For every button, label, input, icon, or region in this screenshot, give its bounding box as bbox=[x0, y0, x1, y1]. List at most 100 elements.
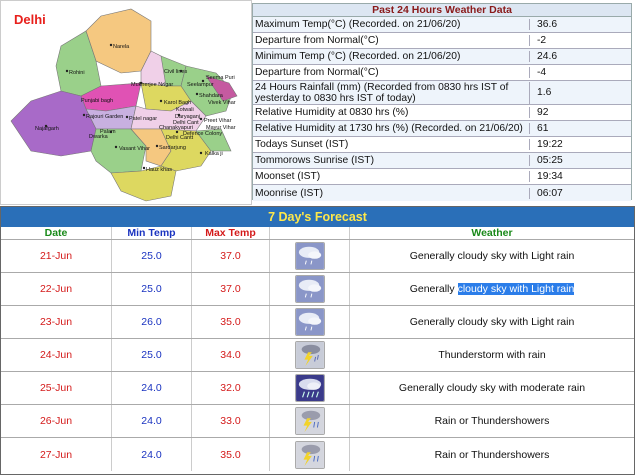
cloudy-light-rain-icon bbox=[294, 275, 325, 303]
weather-text: Generally bbox=[409, 283, 458, 295]
forecast-min-temp: 24.0 bbox=[112, 405, 192, 437]
weather-label: Relative Humidity at 0830 hrs (%) bbox=[253, 107, 530, 118]
map-label: Rohini bbox=[69, 70, 85, 76]
forecast-row: 27-Jun 24.0 35.0 Rain or Thundershowers bbox=[1, 438, 634, 471]
weather-label: Relative Humidity at 1730 hrs (%) (Recor… bbox=[253, 123, 530, 134]
forecast-row: 26-Jun 24.0 33.0 Rain or Thundershowers bbox=[1, 405, 634, 438]
forecast-title: 7 Day's Forecast bbox=[1, 207, 634, 227]
weather-label: Departure from Normal(°C) bbox=[253, 35, 530, 46]
weather-row-rainfall: 24 Hours Rainfall (mm) (Recorded from 08… bbox=[253, 81, 631, 105]
forecast-max-temp: 33.0 bbox=[192, 405, 270, 437]
map-label: Kalka ji bbox=[205, 151, 223, 157]
forecast-weather: Thunderstorm with rain bbox=[438, 349, 546, 361]
forecast-date: 24-Jun bbox=[1, 339, 112, 371]
forecast-weather: Generally cloudy sky with Light rain bbox=[350, 273, 634, 305]
map-label: Delhi Cant bbox=[173, 120, 199, 126]
map-region-southeast bbox=[195, 128, 232, 152]
weather-value: 06:07 bbox=[537, 187, 563, 199]
weather-value: -2 bbox=[537, 35, 547, 46]
weather-row-sunset: Todays Sunset (IST) 19:22 bbox=[253, 137, 631, 153]
weather-label: Tommorows Sunrise (IST) bbox=[253, 155, 530, 166]
cloudy-light-rain-icon bbox=[294, 242, 325, 270]
map-label: Mukherjee Nagar bbox=[131, 82, 173, 88]
weather-value: 1.6 bbox=[537, 87, 552, 98]
forecast-max-temp: 37.0 bbox=[192, 273, 270, 305]
weather-row-min-temp: Minimum Temp (°C) (Recorded. on 21/06/20… bbox=[253, 49, 631, 65]
map-label: Preet Vihar bbox=[204, 118, 232, 124]
weather-row-moonrise: Moonrise (IST) 06:07 bbox=[253, 185, 631, 201]
forecast-max-temp: 37.0 bbox=[192, 240, 270, 272]
weather-value: 19:34 bbox=[537, 171, 563, 182]
map-label: Vasant Vihar bbox=[119, 146, 150, 152]
forecast-max-temp: 32.0 bbox=[192, 372, 270, 404]
thundershowers-icon bbox=[294, 440, 325, 469]
map-label: Sardarjung bbox=[159, 145, 186, 151]
weather-label: 24 Hours Rainfall (mm) (Recorded from 08… bbox=[253, 81, 530, 104]
thundershowers-icon bbox=[294, 407, 325, 435]
weather-label: Moonrise (IST) bbox=[253, 187, 530, 199]
seven-day-forecast-table: 7 Day's Forecast Date Min Temp Max Temp … bbox=[0, 206, 635, 475]
weather-label: Maximum Temp(°C) (Recorded. on 21/06/20) bbox=[253, 19, 530, 30]
forecast-min-temp: 25.0 bbox=[112, 273, 192, 305]
thunderstorm-icon bbox=[294, 341, 325, 369]
past-24h-weather-table: Past 24 Hours Weather Data Maximum Temp(… bbox=[252, 3, 632, 201]
weather-value: -4 bbox=[537, 67, 547, 78]
forecast-date: 21-Jun bbox=[1, 240, 112, 272]
map-label: Chanakyapuri bbox=[159, 125, 193, 131]
header-icon bbox=[270, 227, 350, 239]
weather-label: Minimum Temp (°C) (Recorded. on 21/06/20… bbox=[253, 51, 530, 62]
map-label: Seelampur bbox=[187, 82, 214, 88]
map-label: Patel nagar bbox=[129, 116, 157, 122]
weather-label: Moonset (IST) bbox=[253, 171, 530, 182]
map-label: Rajouri Garden bbox=[86, 114, 123, 120]
weather-value: 05:25 bbox=[537, 155, 563, 166]
map-label: Kotwali bbox=[176, 107, 194, 113]
map-label: Punjabi bagh bbox=[81, 98, 113, 104]
forecast-min-temp: 26.0 bbox=[112, 306, 192, 338]
selected-text[interactable]: cloudy sky with Light rain bbox=[457, 283, 575, 295]
forecast-weather: Rain or Thundershowers bbox=[434, 448, 550, 461]
delhi-map-panel: Narela Rohini Mukherjee Nagar Civil line… bbox=[0, 0, 252, 205]
cloudy-light-rain-icon bbox=[294, 308, 325, 336]
map-label: Delhi Cantt bbox=[166, 135, 194, 141]
forecast-date: 26-Jun bbox=[1, 405, 112, 437]
weather-value: 36.6 bbox=[537, 19, 558, 30]
forecast-max-temp: 35.0 bbox=[192, 306, 270, 338]
forecast-row: 25-Jun 24.0 32.0 Generally cloudy sky wi… bbox=[1, 372, 634, 405]
map-label: Daryaganj bbox=[175, 114, 200, 120]
weather-row-departure-min: Departure from Normal(°C) -4 bbox=[253, 65, 631, 81]
forecast-row: 22-Jun 25.0 37.0 Generally cloudy sky wi… bbox=[1, 273, 634, 306]
forecast-max-temp: 35.0 bbox=[192, 438, 270, 471]
map-label: Seema Puri bbox=[206, 75, 235, 81]
map-label: Mayur Vihar bbox=[206, 125, 236, 131]
weather-value: 24.6 bbox=[537, 51, 558, 62]
map-label: Shahdara bbox=[199, 93, 224, 99]
header-date: Date bbox=[1, 227, 112, 239]
weather-row-max-temp: Maximum Temp(°C) (Recorded. on 21/06/20)… bbox=[253, 17, 631, 33]
forecast-weather: Generally cloudy sky with Light rain bbox=[409, 250, 575, 262]
weather-row-moonset: Moonset (IST) 19:34 bbox=[253, 169, 631, 185]
forecast-row: 23-Jun 26.0 35.0 Generally cloudy sky wi… bbox=[1, 306, 634, 339]
weather-label: Departure from Normal(°C) bbox=[253, 67, 530, 78]
forecast-weather: Generally cloudy sky with moderate rain bbox=[398, 382, 586, 394]
map-label: Hauz khas bbox=[146, 167, 172, 173]
map-title: Delhi bbox=[14, 12, 46, 27]
map-label: Narela bbox=[113, 44, 130, 50]
forecast-header-row: Date Min Temp Max Temp Weather bbox=[1, 227, 634, 240]
forecast-date: 25-Jun bbox=[1, 372, 112, 404]
forecast-min-temp: 24.0 bbox=[112, 438, 192, 471]
map-region-south-far bbox=[110, 165, 177, 202]
weather-label: Todays Sunset (IST) bbox=[253, 139, 530, 150]
forecast-row: 21-Jun 25.0 37.0 Generally cloudy sky wi… bbox=[1, 240, 634, 273]
forecast-date: 23-Jun bbox=[1, 306, 112, 338]
top-section: Narela Rohini Mukherjee Nagar Civil line… bbox=[0, 0, 635, 205]
forecast-weather: Generally cloudy sky with Light rain bbox=[409, 316, 575, 328]
map-label: Defence Colony bbox=[183, 131, 222, 137]
map-label: Civil lines bbox=[164, 69, 187, 75]
map-label: Palam bbox=[100, 129, 116, 135]
forecast-min-temp: 25.0 bbox=[112, 240, 192, 272]
weather-value: 92 bbox=[537, 107, 549, 118]
forecast-row: 24-Jun 25.0 34.0 Thunderstorm with rain bbox=[1, 339, 634, 372]
delhi-district-map[interactable]: Narela Rohini Mukherjee Nagar Civil line… bbox=[1, 1, 253, 206]
map-label: Vivek Vihar bbox=[208, 100, 236, 106]
